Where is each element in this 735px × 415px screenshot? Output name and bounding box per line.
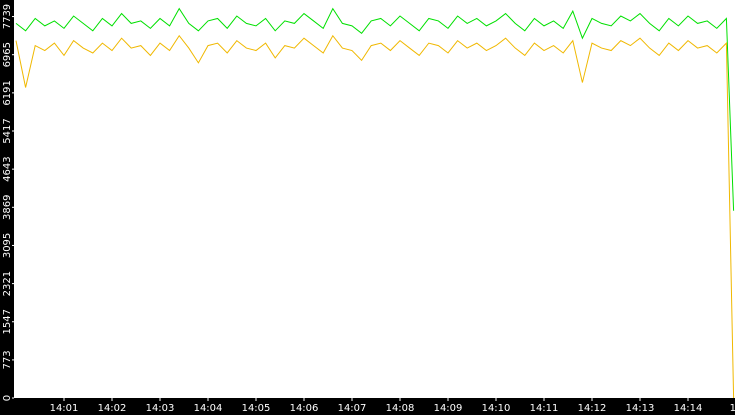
x-tick-label: 14:12 xyxy=(578,403,607,414)
x-tick-label: 14:14 xyxy=(674,403,703,414)
plot-area xyxy=(14,0,735,398)
x-tick-label: 14:04 xyxy=(194,403,223,414)
y-tick-label: 3095 xyxy=(2,233,13,258)
series-line xyxy=(15,34,735,399)
x-tick-label: 14:11 xyxy=(530,403,559,414)
x-tick-label: 14:08 xyxy=(386,403,415,414)
x-tick-label: 14:05 xyxy=(242,403,271,414)
x-tick-label: 14:09 xyxy=(434,403,463,414)
x-tick-label: 14:03 xyxy=(146,403,175,414)
x-tick-label: 14:01 xyxy=(50,403,79,414)
y-tick-label: 6965 xyxy=(2,42,13,67)
y-tick-label: 1547 xyxy=(2,309,13,334)
y-tick-label: 773 xyxy=(2,350,13,369)
y-tick-label: 6191 xyxy=(2,80,13,105)
x-tick-label: 14:10 xyxy=(482,403,511,414)
x-tick-label: 14 xyxy=(730,403,735,414)
x-tick-label: 14:06 xyxy=(290,403,319,414)
x-tick-label: 14:02 xyxy=(98,403,127,414)
y-tick-label: 2321 xyxy=(2,271,13,296)
y-tick-label: 3869 xyxy=(2,195,13,220)
series-line xyxy=(15,7,735,211)
x-tick-label: 14:07 xyxy=(338,403,367,414)
y-tick-label: 5417 xyxy=(2,118,13,143)
y-tick-label: 7739 xyxy=(2,4,13,29)
x-tick-label: 14:13 xyxy=(626,403,655,414)
y-tick-label: 4643 xyxy=(2,156,13,181)
y-tick-label: 0 xyxy=(2,395,13,401)
